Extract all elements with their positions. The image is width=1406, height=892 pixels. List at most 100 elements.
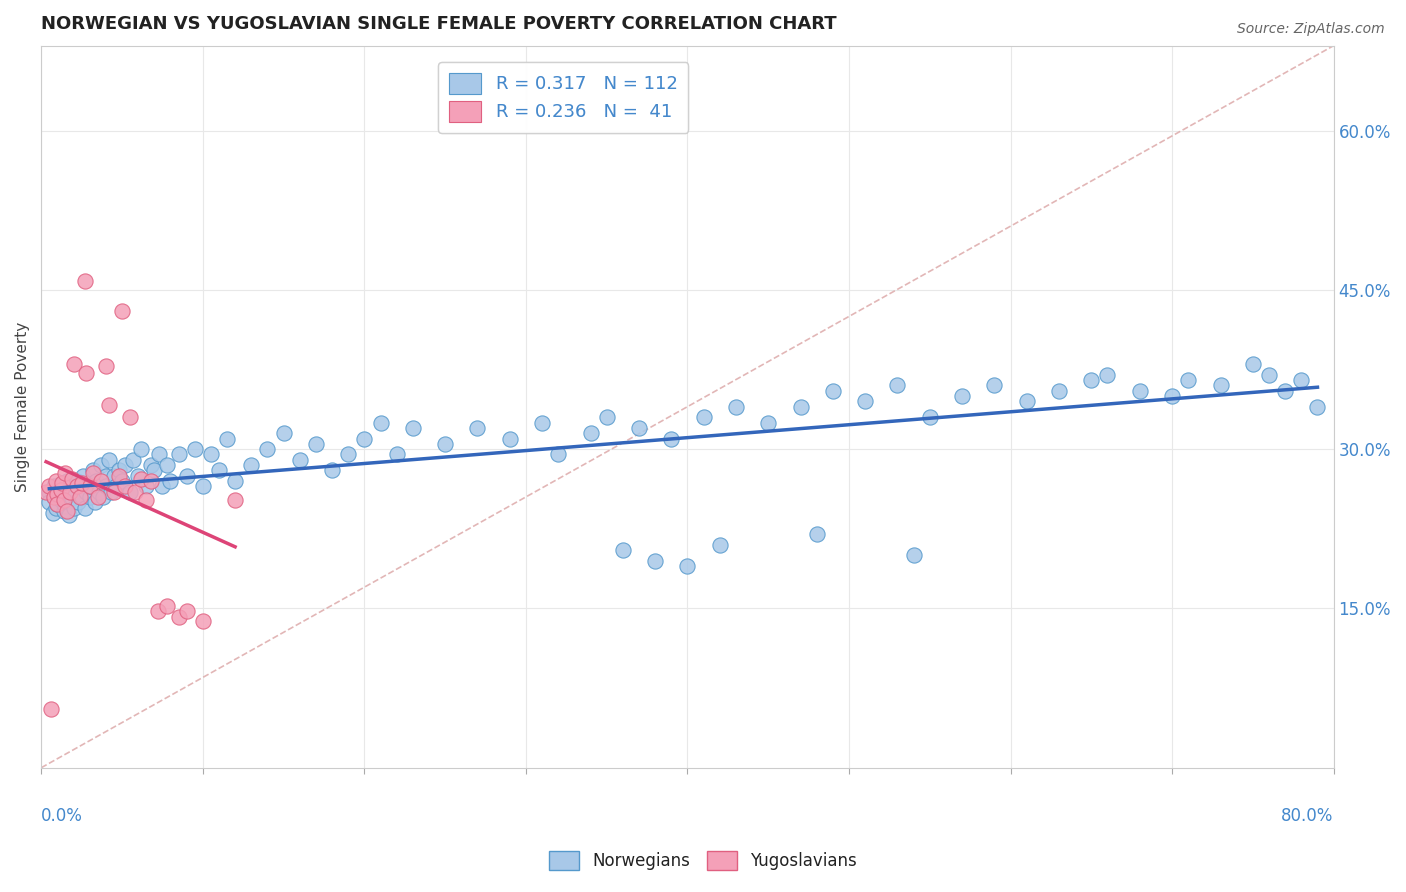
Point <box>98 398 121 412</box>
Point <box>208 463 231 477</box>
Point <box>240 458 263 472</box>
Point <box>62 357 84 371</box>
Point <box>60 491 83 505</box>
Point <box>467 421 489 435</box>
Point <box>152 479 174 493</box>
Point <box>1241 357 1264 371</box>
Point <box>853 394 876 409</box>
Point <box>692 410 714 425</box>
Point <box>90 458 112 472</box>
Text: 0.0%: 0.0% <box>41 807 83 825</box>
Legend: Norwegians, Yugoslavians: Norwegians, Yugoslavians <box>543 844 863 877</box>
Point <box>983 378 1005 392</box>
Point <box>103 484 125 499</box>
Point <box>353 432 375 446</box>
Point <box>1097 368 1119 382</box>
Point <box>94 468 117 483</box>
Point <box>91 490 114 504</box>
Point <box>58 508 80 522</box>
Point <box>1274 384 1296 398</box>
Point <box>612 543 634 558</box>
Point <box>200 447 222 461</box>
Point <box>79 479 101 493</box>
Point <box>38 484 60 499</box>
Point <box>82 466 104 480</box>
Point <box>120 484 142 499</box>
Point <box>305 437 328 451</box>
Point <box>224 493 246 508</box>
Point <box>62 484 84 499</box>
Point <box>789 400 811 414</box>
Point <box>38 495 60 509</box>
Point <box>1129 384 1152 398</box>
Point <box>111 304 134 318</box>
Point <box>69 490 91 504</box>
Legend: R = 0.317   N = 112, R = 0.236   N =  41: R = 0.317 N = 112, R = 0.236 N = 41 <box>439 62 689 133</box>
Point <box>59 480 82 494</box>
Point <box>256 442 278 457</box>
Point <box>821 384 844 398</box>
Point <box>224 474 246 488</box>
Point <box>215 432 238 446</box>
Point <box>1015 394 1038 409</box>
Point <box>72 468 94 483</box>
Point <box>82 463 104 477</box>
Point <box>103 468 125 483</box>
Point <box>183 442 205 457</box>
Point <box>1047 384 1070 398</box>
Point <box>595 410 617 425</box>
Point <box>167 447 190 461</box>
Point <box>46 487 69 501</box>
Point <box>90 474 112 488</box>
Point <box>135 479 157 493</box>
Point <box>70 476 93 491</box>
Point <box>1291 373 1313 387</box>
Point <box>1177 373 1199 387</box>
Point <box>191 614 214 628</box>
Point <box>51 476 73 491</box>
Point <box>45 500 67 515</box>
Point <box>531 416 554 430</box>
Point <box>66 474 89 488</box>
Point <box>579 426 602 441</box>
Point <box>46 497 69 511</box>
Point <box>41 506 63 520</box>
Point <box>49 493 72 508</box>
Point <box>79 479 101 493</box>
Point <box>499 432 522 446</box>
Point <box>107 468 129 483</box>
Point <box>89 484 111 499</box>
Point <box>321 463 343 477</box>
Point <box>84 474 107 488</box>
Point <box>1161 389 1184 403</box>
Point <box>114 458 136 472</box>
Point <box>148 447 170 461</box>
Point <box>659 432 682 446</box>
Point <box>903 549 925 563</box>
Point <box>131 442 153 457</box>
Point <box>62 500 84 515</box>
Point <box>59 484 82 499</box>
Point <box>724 400 747 414</box>
Point <box>143 463 166 477</box>
Point <box>76 484 98 499</box>
Point <box>370 416 392 430</box>
Point <box>139 474 162 488</box>
Point <box>547 447 569 461</box>
Point <box>44 490 66 504</box>
Point <box>918 410 941 425</box>
Point <box>98 452 121 467</box>
Point <box>756 416 779 430</box>
Point <box>94 359 117 374</box>
Point <box>127 468 149 483</box>
Point <box>124 484 146 499</box>
Point <box>35 484 58 499</box>
Point <box>886 378 908 392</box>
Point <box>176 603 198 617</box>
Point <box>83 495 105 509</box>
Point <box>337 447 360 461</box>
Point <box>1080 373 1102 387</box>
Text: 80.0%: 80.0% <box>1281 807 1334 825</box>
Point <box>644 554 666 568</box>
Point <box>56 474 79 488</box>
